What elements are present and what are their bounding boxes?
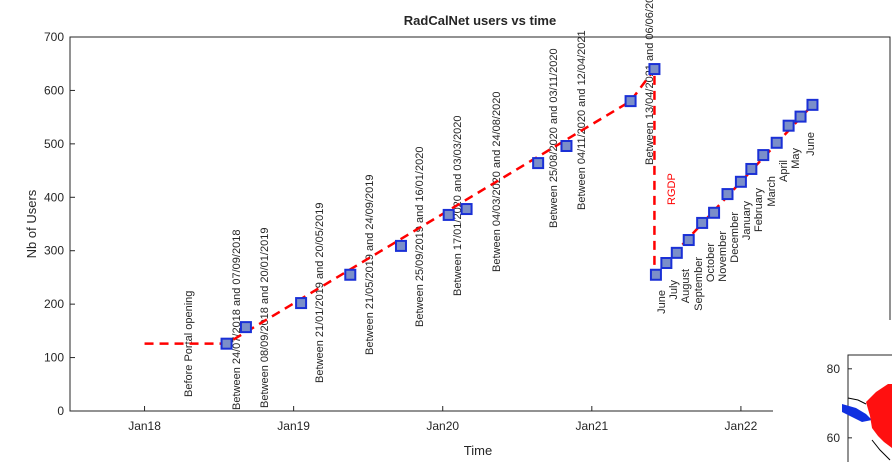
data-point [560,139,573,152]
annotation: Before Portal opening [183,291,195,397]
data-point [770,136,783,149]
inset-blue-region [842,404,872,422]
data-point [660,257,673,270]
y-tick-label: 600 [44,83,64,97]
y-tick-label: 0 [57,404,64,418]
y-axis-label: Nb of Users [24,189,39,258]
annotation: Between 21/01/2019 and 20/05/2019 [314,203,326,383]
annotation: Between 25/08/2020 and 03/11/2020 [548,48,560,228]
x-tick-label: Jan18 [128,419,161,433]
month-label: December [729,212,741,263]
data-point [745,162,758,175]
y-tick-label: 700 [44,30,64,44]
data-point [648,63,661,76]
data-point [757,149,770,162]
annotation: Between 25/09/2019 and 16/01/2020 [414,147,426,327]
data-point [442,208,455,221]
annotation: Between 13/04/2021 and 06/06/2021 [644,0,656,165]
inset-red-region [866,384,892,448]
month-label: May [790,148,802,169]
data-point [532,157,545,170]
month-label: July [668,280,680,300]
data-point [708,206,721,219]
y-tick-label: 200 [44,297,64,311]
data-point [721,188,734,201]
month-label: January [741,201,753,241]
data-point [682,234,695,247]
data-point [806,98,819,111]
data-point [794,110,807,123]
data-point [670,246,683,259]
month-label: August [680,269,692,303]
rgdp-label: RGDP [666,173,678,205]
data-point [239,321,252,334]
data-point [295,297,308,310]
month-label: June [805,132,817,156]
month-label: June [656,290,668,314]
data-point [782,119,795,132]
data-point [734,175,747,188]
data-point [696,216,709,229]
x-tick-label: Jan22 [725,419,758,433]
data-point [394,239,407,252]
chart-title: RadCalNet users vs time [404,13,556,28]
month-label: October [705,243,717,282]
data-point [344,268,357,281]
x-tick-label: Jan21 [575,419,608,433]
inset-outline [847,397,891,461]
y-tick-label: 400 [44,190,64,204]
annotation: Between 04/11/2020 and 12/04/2021 [576,30,588,210]
x-tick-label: Jan20 [426,419,459,433]
annotation: Between 24/07/2018 and 07/09/2018 [231,230,243,410]
x-tick-label: Jan19 [277,419,310,433]
plot-area [69,36,891,412]
month-label: February [753,188,765,233]
data-point [220,337,233,350]
x-axis-label: Time [464,443,492,458]
inset-y-tick-label: 80 [827,362,841,376]
data-point [624,95,637,108]
data-point [460,203,473,216]
inset-y-tick-label: 60 [827,431,841,445]
y-tick-label: 500 [44,137,64,151]
month-label: March [766,176,778,207]
annotation: Between 21/05/2019 and 24/09/2019 [364,175,376,355]
y-tick-label: 100 [44,351,64,365]
month-label: November [717,231,729,282]
annotation: Between 08/09/2018 and 20/01/2019 [259,228,271,408]
month-label: April [778,160,790,182]
data-point [649,268,662,281]
trend-line [144,65,814,345]
y-tick-label: 300 [44,244,64,258]
month-label: September [693,257,705,311]
